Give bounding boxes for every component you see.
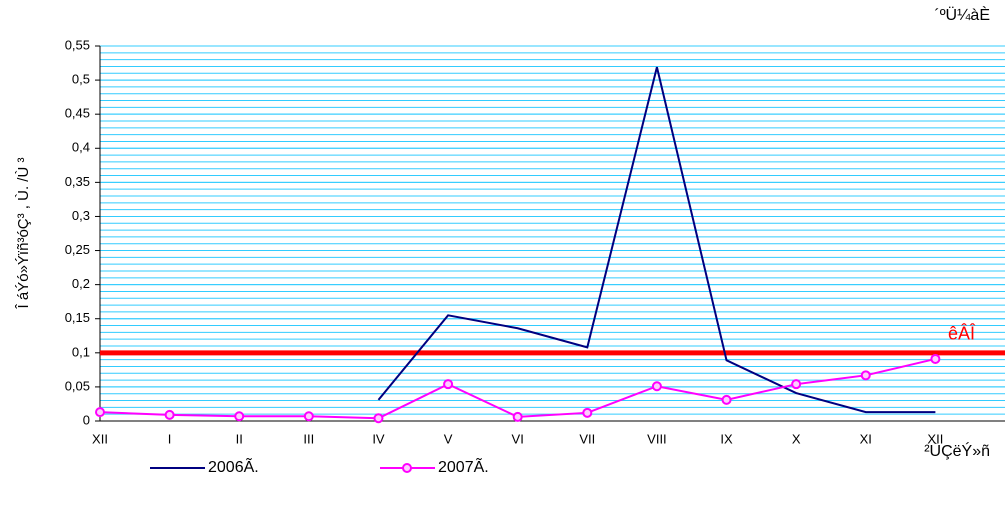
x-tick-label: IX (720, 431, 733, 446)
y-tick-label: 0,3 (72, 208, 90, 223)
series-line (377, 66, 936, 414)
y-axis-label: Î áÝó»Ýïñ³óÇ³ , Ù. /Ù ³ (15, 158, 32, 310)
x-tick-label: VI (512, 431, 524, 446)
series-line (99, 357, 936, 420)
point (443, 379, 454, 390)
point (721, 394, 732, 405)
y-tick-label: 0,25 (65, 242, 90, 257)
point (860, 370, 871, 381)
x-tick-label: XI (860, 431, 872, 446)
x-tick-label: II (236, 431, 243, 446)
y-tick-label: 0,35 (65, 174, 90, 189)
corner-label: ´ºÜ¼àÈ (934, 5, 990, 24)
y-tick-label: 0,4 (72, 140, 90, 155)
y-tick-label: 0,15 (65, 310, 90, 325)
point (373, 413, 384, 424)
x-tick-label: X (792, 431, 801, 446)
y-tick-label: 0,45 (65, 106, 90, 121)
y-tick-label: 0,5 (72, 72, 90, 87)
point (930, 353, 941, 364)
y-tick-label: 0 (83, 412, 90, 427)
legend-marker (402, 463, 412, 473)
point (651, 381, 662, 392)
x-tick-label: V (444, 431, 453, 446)
legend-label: 2006Ã. (208, 456, 259, 476)
x-tick-label: IV (372, 431, 385, 446)
x-tick-label: I (168, 431, 172, 446)
point (164, 409, 175, 420)
point (95, 407, 105, 418)
threshold-label: êÂÎ (948, 324, 976, 344)
x-tick-label: III (303, 431, 314, 446)
y-tick-label: 0,1 (72, 344, 90, 359)
y-tick-label: 0,55 (65, 37, 90, 52)
point (512, 411, 523, 422)
y-tick-label: 0,05 (65, 378, 90, 393)
point (582, 407, 593, 418)
point (234, 411, 245, 422)
legend-label: 2007Ã. (438, 456, 489, 476)
x-tick-label: VIII (647, 431, 667, 446)
point (303, 411, 314, 422)
x-tick-label: XII (92, 431, 108, 446)
x-tick-label: XII (927, 431, 943, 446)
point (791, 379, 802, 390)
y-tick-label: 0,2 (72, 276, 90, 291)
x-tick-label: VII (579, 431, 595, 446)
x-axis-label: ²ÙÇëÝ»ñ (924, 441, 990, 460)
